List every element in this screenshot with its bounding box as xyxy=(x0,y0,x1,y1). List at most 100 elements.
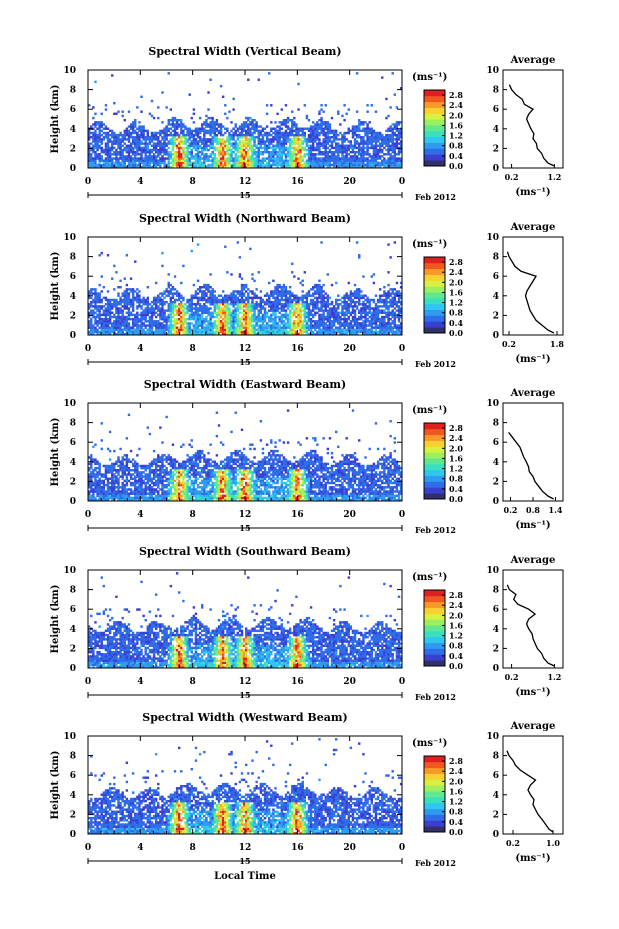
heatmap-cell xyxy=(251,317,254,321)
heatmap-cell xyxy=(284,330,288,334)
heatmap-cell xyxy=(307,328,311,332)
heatmap-cell xyxy=(102,317,106,321)
heatmap-cell xyxy=(136,328,139,332)
heatmap-cell xyxy=(249,138,252,141)
heatmap-cell xyxy=(286,313,290,317)
heatmap-cell xyxy=(163,330,166,334)
heatmap-cell xyxy=(142,125,145,128)
heatmap-cell xyxy=(326,300,330,304)
heatmap-cell xyxy=(194,324,198,327)
heatmap-cell xyxy=(330,144,334,147)
heatmap-cell xyxy=(249,144,252,147)
heatmap-cell xyxy=(353,153,357,156)
heatmap-cell xyxy=(144,313,147,317)
heatmap-cell xyxy=(249,129,252,133)
heatmap-cell xyxy=(372,161,376,165)
heatmap-cell xyxy=(349,330,353,334)
heatmap-cell xyxy=(167,121,170,124)
heatmap-cell xyxy=(121,136,124,139)
heatmap-cell xyxy=(278,136,281,139)
heatmap-cell xyxy=(152,309,156,312)
heatmap-cell xyxy=(104,148,108,152)
heatmap-cell xyxy=(351,163,355,167)
heatmap-cell xyxy=(213,146,216,150)
heatmap-cell xyxy=(295,129,298,133)
heatmap-cell xyxy=(165,131,168,135)
heatmap-cell xyxy=(293,123,296,126)
heatmap-cell xyxy=(108,320,112,323)
heatmap-cell xyxy=(389,144,392,147)
heatmap-cell xyxy=(270,300,273,304)
heatmap-cell xyxy=(104,298,108,302)
heatmap-cell xyxy=(127,317,131,321)
heatmap-cell xyxy=(242,123,246,126)
heatmap-cell xyxy=(345,322,348,325)
heatmap-cell xyxy=(240,326,244,329)
heatmap-cell xyxy=(152,298,156,302)
heatmap-cell xyxy=(387,140,390,143)
heatmap-cell xyxy=(328,307,332,310)
heatmap-cell xyxy=(108,163,112,167)
heatmap-cell xyxy=(186,322,189,325)
heatmap-cell xyxy=(201,165,204,169)
heatmap-cell xyxy=(270,290,273,293)
heatmap-cell xyxy=(259,142,263,145)
heatmap-cell xyxy=(100,328,103,332)
heatmap-cell xyxy=(88,133,91,137)
heatmap-cell xyxy=(381,140,384,143)
heatmap-cell xyxy=(347,317,350,321)
heatmap-cell xyxy=(268,163,271,167)
heatmap-cell xyxy=(140,153,143,156)
heatmap-cell xyxy=(142,315,145,319)
heatmap-cell xyxy=(180,296,183,300)
heatmap-cell xyxy=(280,326,283,329)
heatmap-cell xyxy=(370,324,373,327)
heatmap-cell xyxy=(173,140,177,143)
heatmap-cell xyxy=(286,290,290,293)
heatmap-cell xyxy=(320,286,323,289)
heatmap-cell xyxy=(146,328,149,332)
heatmap-cell xyxy=(247,309,250,312)
heatmap-cell xyxy=(343,140,346,143)
heatmap-cell xyxy=(230,292,233,295)
heatmap-cell xyxy=(163,131,166,135)
heatmap-cell xyxy=(88,104,91,107)
heatmap-cell xyxy=(280,330,283,334)
heatmap-cell xyxy=(163,153,166,156)
heatmap-cell xyxy=(224,326,227,329)
heatmap-cell xyxy=(309,324,313,327)
heatmap-cell xyxy=(175,153,179,156)
heatmap-cell xyxy=(198,313,202,317)
heatmap-cell xyxy=(247,161,250,165)
heatmap-cell xyxy=(282,136,286,139)
heatmap-cell xyxy=(175,292,179,295)
heatmap-cell xyxy=(186,148,189,152)
heatmap-cell xyxy=(274,288,277,291)
heatmap-cell xyxy=(339,320,342,323)
heatmap-cell xyxy=(245,307,248,310)
heatmap-cell xyxy=(343,300,346,304)
heatmap-cell xyxy=(324,136,327,139)
heatmap-cell xyxy=(236,150,240,154)
heatmap-cell xyxy=(194,294,198,297)
heatmap-cell xyxy=(115,142,118,145)
heatmap-cell xyxy=(192,121,196,124)
heatmap-cell xyxy=(108,161,112,165)
heatmap-cell xyxy=(163,129,166,133)
heatmap-cell xyxy=(221,163,225,167)
heatmap-cell xyxy=(111,144,114,147)
heatmap-cell xyxy=(272,163,275,167)
heatmap-cell xyxy=(320,123,323,126)
heatmap-cell xyxy=(186,328,189,332)
heatmap-cell xyxy=(232,165,235,169)
heatmap-cell xyxy=(188,315,191,319)
heatmap-cell xyxy=(270,313,273,317)
heatmap-cell xyxy=(106,317,110,321)
heatmap-cell xyxy=(276,286,279,289)
heatmap-cell xyxy=(391,72,394,75)
heatmap-cell xyxy=(169,309,173,312)
heatmap-cell xyxy=(108,133,112,137)
heatmap-cell xyxy=(362,320,365,323)
heatmap-cell xyxy=(157,298,160,302)
heatmap-cell xyxy=(201,328,204,332)
